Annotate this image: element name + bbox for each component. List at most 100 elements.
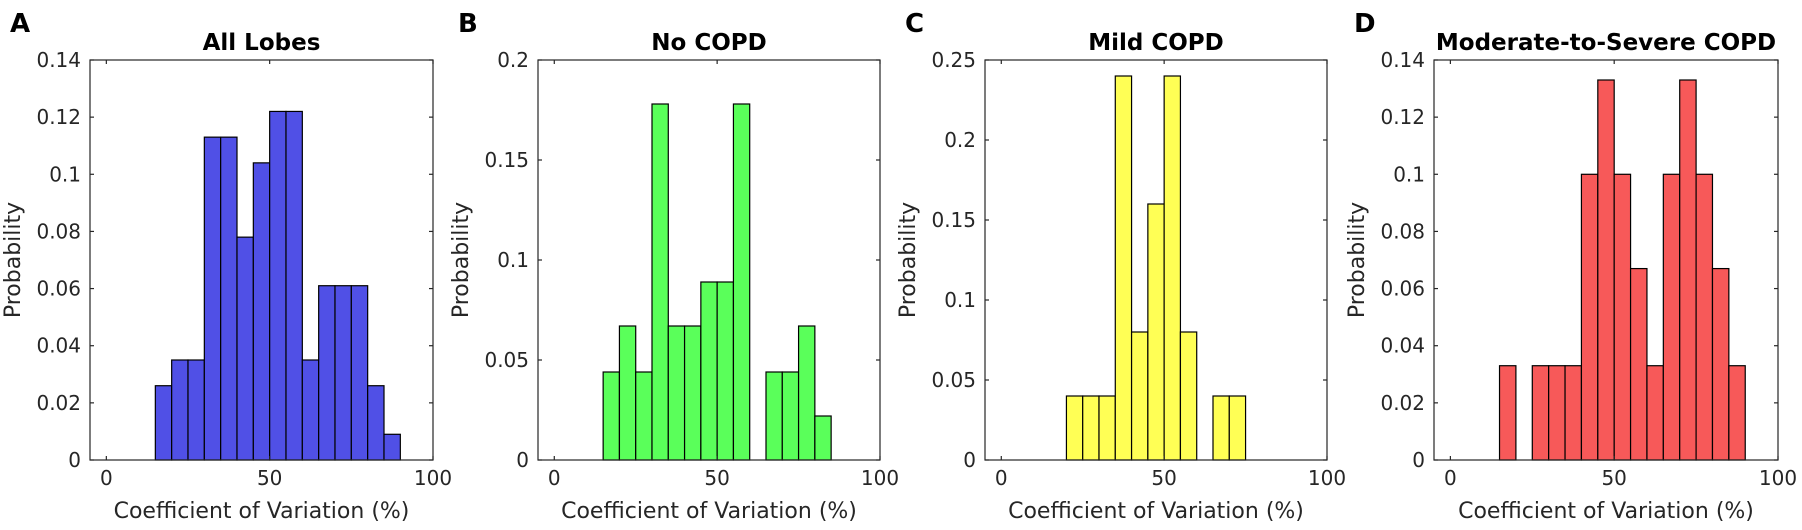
histogram-bar: [1065, 395, 1084, 461]
histogram-bar: [1646, 365, 1664, 461]
y-tick-label: 0.25: [931, 48, 976, 72]
histogram-bar: [1098, 395, 1116, 461]
x-tick-label: 50: [1601, 466, 1626, 490]
histogram-bar: [1597, 79, 1615, 461]
chart-title: Moderate-to-Severe COPD: [1436, 30, 1776, 56]
y-axis-label: Probability: [1, 202, 26, 318]
y-axis-label: Probability: [896, 202, 921, 318]
chart-title: All Lobes: [203, 30, 321, 56]
x-tick-label: 50: [1151, 466, 1176, 490]
histogram-bar: [602, 371, 621, 461]
histogram-bar: [252, 162, 271, 461]
y-tick-label: 0: [1412, 448, 1425, 472]
histogram-bar: [667, 325, 686, 461]
x-tick-label: 100: [861, 466, 899, 490]
x-axis-label: Coefficient of Variation (%): [1458, 499, 1754, 524]
histogram-bar: [383, 433, 401, 461]
y-tick-label: 0.1: [1393, 162, 1425, 186]
histogram-bar: [1147, 203, 1165, 461]
histogram-bar: [334, 285, 352, 461]
histogram-bar: [154, 385, 173, 461]
histogram-bar: [1629, 267, 1648, 461]
histogram-bar: [683, 325, 702, 461]
histogram-bar: [1662, 173, 1681, 461]
y-tick-label: 0: [963, 448, 976, 472]
y-tick-label: 0.15: [931, 208, 976, 232]
histogram-bar: [1114, 75, 1133, 461]
histogram-bar: [618, 325, 637, 461]
y-tick-label: 0.02: [36, 391, 81, 415]
histogram-bar: [1212, 395, 1230, 461]
y-axis-label: Probability: [449, 202, 474, 318]
y-tick-label: 0.1: [49, 162, 81, 186]
y-tick-label: 0.08: [1380, 219, 1425, 243]
panel-label: A: [10, 9, 30, 39]
histogram-bar: [1548, 365, 1566, 461]
y-tick-label: 0.02: [1380, 391, 1425, 415]
y-tick-label: 0.06: [1380, 277, 1425, 301]
x-axis-label: Coefficient of Variation (%): [561, 499, 857, 524]
y-tick-label: 0.12: [1380, 105, 1425, 129]
histogram-bar: [1163, 75, 1182, 461]
axes-box: [984, 59, 1328, 461]
histogram-bar: [1613, 173, 1632, 461]
y-tick-label: 0.15: [484, 148, 529, 172]
y-axis-label: Probability: [1345, 202, 1370, 318]
histogram-bar: [1564, 365, 1583, 461]
histogram-bar: [269, 110, 287, 461]
histogram-bar: [1498, 365, 1517, 461]
histogram-bar: [318, 285, 336, 461]
histogram-bar: [350, 285, 369, 461]
chart-panel-c: 0 0.05 0.1 0.15 0.2 0.25 0 50 100 Mild COPD C Coeff…: [896, 9, 1346, 524]
histogram-bar: [1228, 395, 1247, 461]
x-axis-label: Coefficient of Variation (%): [1008, 499, 1304, 524]
y-tick-label: 0.12: [36, 105, 81, 129]
x-tick-label: 100: [1759, 466, 1797, 490]
histogram-bar: [171, 359, 189, 461]
chart-panel-d: 0 0.02 0.04 0.06 0.08 0.1 0.12 0.14 0 50 100 Modera…: [1345, 9, 1797, 524]
chart-title: No COPD: [651, 30, 766, 56]
histogram-bar: [236, 236, 254, 461]
chart-title: Mild COPD: [1088, 30, 1224, 56]
histogram-bar: [1679, 79, 1697, 461]
y-tick-label: 0.2: [497, 48, 529, 72]
histogram-bar: [220, 136, 238, 461]
histogram-bar: [187, 359, 205, 461]
histogram-bar: [1580, 173, 1599, 461]
y-tick-label: 0: [516, 448, 529, 472]
y-tick-label: 0.06: [36, 277, 81, 301]
x-tick-label: 100: [414, 466, 452, 490]
histogram-bar: [1130, 331, 1149, 461]
histogram-bar: [716, 281, 735, 461]
axes-box: [1433, 59, 1779, 461]
histogram-bar: [732, 103, 751, 461]
histogram-bar: [651, 103, 669, 461]
axes-box: [89, 59, 434, 461]
y-tick-label: 0.2: [944, 128, 976, 152]
y-tick-label: 0.05: [484, 348, 529, 372]
x-tick-label: 50: [257, 466, 282, 490]
histogram-bar: [1728, 365, 1746, 461]
x-tick-label: 0: [995, 466, 1008, 490]
histogram-bar: [301, 359, 320, 461]
histogram-bar: [203, 136, 222, 461]
x-tick-label: 0: [1444, 466, 1457, 490]
histogram-bar: [367, 385, 385, 461]
x-axis-label: Coefficient of Variation (%): [114, 499, 410, 524]
y-tick-label: 0.14: [1380, 48, 1425, 72]
histogram-bar: [1082, 395, 1100, 461]
histogram-bar: [1179, 331, 1198, 461]
x-tick-label: 50: [704, 466, 729, 490]
histogram-bar: [765, 371, 783, 461]
y-tick-label: 0.04: [36, 334, 81, 358]
y-tick-label: 0: [68, 448, 81, 472]
panel-label: C: [905, 9, 924, 39]
panel-label: B: [458, 9, 478, 39]
y-tick-label: 0.1: [944, 288, 976, 312]
y-tick-label: 0.1: [497, 248, 529, 272]
x-tick-label: 100: [1308, 466, 1346, 490]
y-tick-label: 0.08: [36, 219, 81, 243]
histogram-bar: [1531, 365, 1550, 461]
chart-panel-b: 0 0.05 0.1 0.15 0.2 0 50 100 No COPD B Coefficient…: [449, 9, 899, 524]
